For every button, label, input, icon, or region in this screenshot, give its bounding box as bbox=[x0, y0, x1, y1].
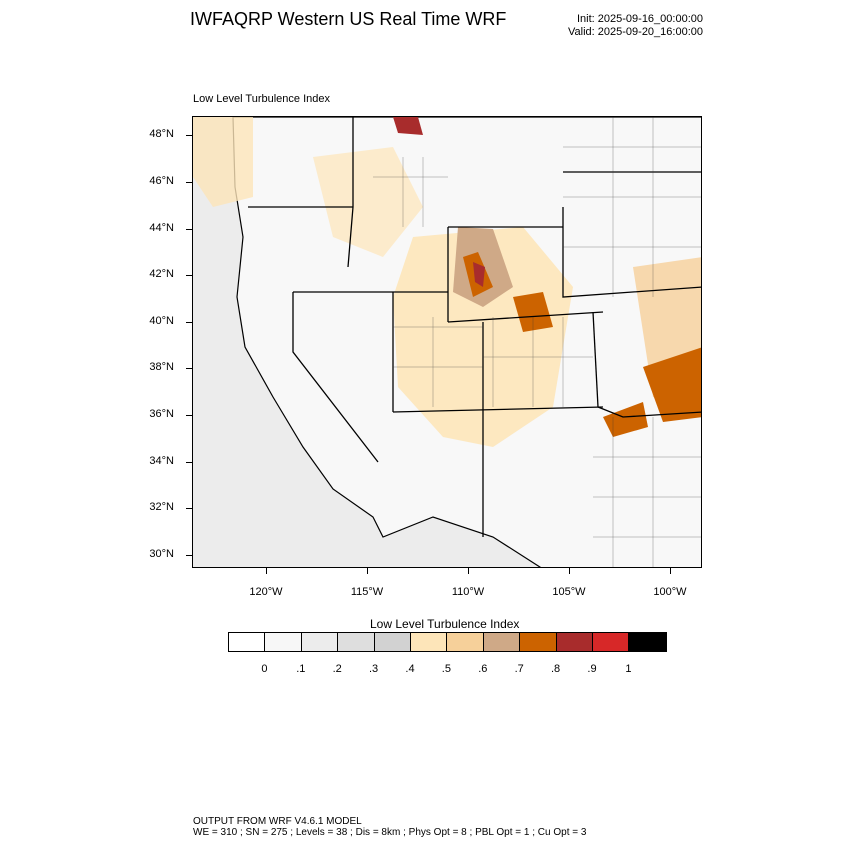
run-times: Init: 2025-09-16_00:00:00 Valid: 2025-09… bbox=[568, 13, 703, 39]
lat-label-40: 40°N bbox=[149, 315, 174, 327]
legend-swatch bbox=[483, 633, 521, 651]
lat-tick bbox=[186, 322, 192, 323]
legend-swatch bbox=[374, 633, 411, 651]
lon-label-120w: 120°W bbox=[249, 586, 283, 598]
legend-swatch bbox=[556, 633, 593, 651]
legend-swatch bbox=[301, 633, 339, 651]
lat-label-48: 48°N bbox=[149, 128, 174, 140]
lat-label-46: 46°N bbox=[149, 175, 174, 187]
map-panel bbox=[192, 116, 702, 568]
legend-swatch bbox=[592, 633, 630, 651]
lon-tick bbox=[569, 568, 570, 574]
lon-tick bbox=[367, 568, 368, 574]
county-borders bbox=[373, 117, 701, 567]
turbulence-map bbox=[193, 117, 701, 567]
legend-swatch bbox=[520, 633, 557, 651]
lon-label-110w: 110°W bbox=[451, 586, 485, 598]
lat-label-38: 38°N bbox=[149, 361, 174, 373]
legend-tick-label: 0 bbox=[261, 663, 268, 675]
legend-tick-label: .7 bbox=[514, 663, 524, 675]
state-borders bbox=[248, 117, 701, 537]
model-info-footer: OUTPUT FROM WRF V4.6.1 MODEL WE = 310 ; … bbox=[193, 816, 586, 838]
lat-tick bbox=[186, 135, 192, 136]
color-legend-bar bbox=[228, 632, 667, 652]
legend-swatch bbox=[447, 633, 484, 651]
lat-tick bbox=[186, 555, 192, 556]
lat-label-42: 42°N bbox=[149, 268, 174, 280]
lon-tick bbox=[468, 568, 469, 574]
lat-tick bbox=[186, 462, 192, 463]
plot-title: IWFAQRP Western US Real Time WRF bbox=[190, 9, 507, 29]
lat-label-36: 36°N bbox=[149, 408, 174, 420]
valid-time: Valid: 2025-09-20_16:00:00 bbox=[568, 26, 703, 38]
lat-label-30: 30°N bbox=[149, 548, 174, 560]
lat-label-34: 34°N bbox=[149, 455, 174, 467]
lat-label-32: 32°N bbox=[149, 501, 174, 513]
legend-tick-label: .4 bbox=[405, 663, 415, 675]
legend-tick-label: .2 bbox=[332, 663, 342, 675]
lat-tick bbox=[186, 229, 192, 230]
lon-label-105w: 105°W bbox=[552, 586, 586, 598]
field-label: Low Level Turbulence Index bbox=[193, 93, 330, 105]
lon-label-100w: 100°W bbox=[653, 586, 687, 598]
legend-tick-label: .5 bbox=[441, 663, 451, 675]
legend-swatch bbox=[229, 633, 266, 651]
legend-tick-label: .8 bbox=[551, 663, 561, 675]
lon-tick bbox=[670, 568, 671, 574]
legend-swatch bbox=[338, 633, 375, 651]
legend-swatch bbox=[410, 633, 448, 651]
init-time: Init: 2025-09-16_00:00:00 bbox=[577, 13, 703, 25]
legend-tick-label: .1 bbox=[296, 663, 306, 675]
footer-line-1: OUTPUT FROM WRF V4.6.1 MODEL bbox=[193, 816, 362, 827]
lat-tick bbox=[186, 275, 192, 276]
legend-tick-label: 1 bbox=[625, 663, 632, 675]
legend-swatch bbox=[265, 633, 302, 651]
footer-line-2: WE = 310 ; SN = 275 ; Levels = 38 ; Dis … bbox=[193, 827, 587, 838]
legend-tick-label: .3 bbox=[369, 663, 379, 675]
lat-tick bbox=[186, 182, 192, 183]
legend-tick-label: .6 bbox=[478, 663, 488, 675]
legend-tick-label: .9 bbox=[587, 663, 597, 675]
lat-label-44: 44°N bbox=[149, 222, 174, 234]
lon-label-115w: 115°W bbox=[350, 586, 384, 598]
lat-tick bbox=[186, 368, 192, 369]
lat-tick bbox=[186, 415, 192, 416]
lon-tick bbox=[266, 568, 267, 574]
lat-tick bbox=[186, 508, 192, 509]
legend-title: Low Level Turbulence Index bbox=[370, 617, 520, 631]
legend-swatch bbox=[629, 633, 666, 651]
